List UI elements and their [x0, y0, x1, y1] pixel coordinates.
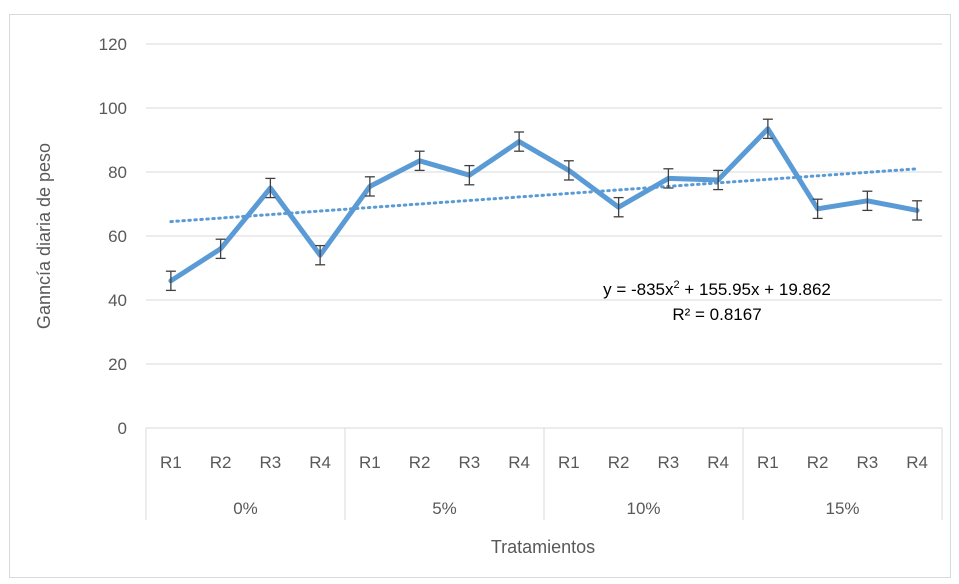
x-tick-label: R1 [359, 453, 381, 472]
x-tick-label: R3 [857, 453, 879, 472]
y-tick-label: 80 [108, 163, 127, 182]
trendline-layer [169, 167, 919, 224]
x-tick-label: R3 [658, 453, 680, 472]
x-tick-label: R1 [160, 453, 182, 472]
x-tick-label: R3 [459, 453, 481, 472]
series-line [168, 126, 920, 284]
group-label: 0% [233, 499, 258, 518]
error-bars [165, 118, 923, 292]
gridlines [146, 43, 942, 429]
trendline-equation-suffix: + 155.95x + 19.862 [680, 280, 831, 299]
x-tick-label: R4 [309, 453, 331, 472]
y-tick-label: 100 [99, 99, 127, 118]
y-tick-label: 0 [118, 419, 127, 438]
trendline-equation-prefix: y = -835x [603, 280, 674, 299]
x-tick-label: R1 [757, 453, 779, 472]
y-tick-label: 40 [108, 291, 127, 310]
group-label: 10% [626, 499, 660, 518]
x-tick-label: R4 [906, 453, 928, 472]
x-tick-label: R4 [707, 453, 729, 472]
x-tick-label: R2 [608, 453, 630, 472]
y-tick-label: 60 [108, 227, 127, 246]
x-axis-title: Tratamientos [491, 537, 595, 557]
x-tick-label: R2 [409, 453, 431, 472]
x-tick-label: R3 [260, 453, 282, 472]
y-tick-label: 120 [99, 35, 127, 54]
y-tick-label: 20 [108, 355, 127, 374]
y-axis-tick-labels: 0 20 40 60 80 100 120 [99, 35, 127, 438]
x-tick-label: R4 [508, 453, 530, 472]
series-layer [168, 126, 920, 284]
trendline [169, 167, 919, 224]
x-tick-label: R1 [558, 453, 580, 472]
trendline-equation-exponent: 2 [674, 279, 680, 291]
x-tick-label: R2 [210, 453, 232, 472]
chart-frame [9, 14, 951, 578]
group-label: 5% [432, 499, 457, 518]
y-axis-title: Ganncía diaria de peso [34, 143, 54, 329]
trendline-equation: y = -835x2 + 155.95x + 19.862 [603, 279, 831, 299]
x-tick-label: R2 [807, 453, 829, 472]
x-axis-categories: R1 R2 R3 R4 0% R1 R2 R3 R4 5% R1 R2 R3 R4 10% R1 R2 R3 R4 1… [145, 428, 943, 520]
trendline-r-squared: R² = 0.8167 [672, 305, 761, 324]
group-label: 15% [825, 499, 859, 518]
